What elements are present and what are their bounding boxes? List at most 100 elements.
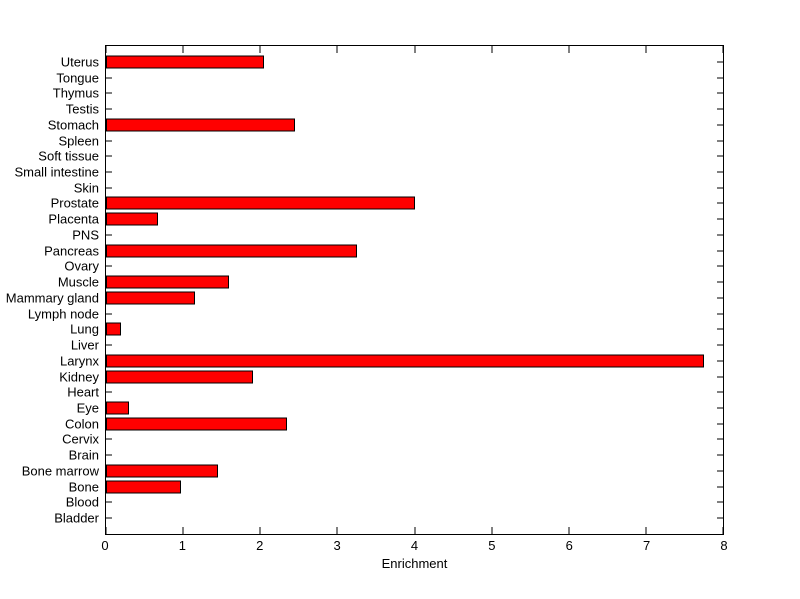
chart-row: Heart xyxy=(67,384,723,400)
category-label: Lymph node xyxy=(27,306,99,322)
bar xyxy=(106,55,265,69)
x-tick-top xyxy=(259,46,261,53)
y-tick-right xyxy=(717,124,723,126)
category-label: Spleen xyxy=(58,133,99,149)
y-tick-right xyxy=(717,360,723,362)
y-tick-left xyxy=(106,140,112,142)
x-tick-label: 7 xyxy=(643,538,651,553)
y-tick-left xyxy=(106,438,112,440)
y-tick-right xyxy=(717,61,723,63)
y-tick-right xyxy=(717,92,723,94)
y-tick-right xyxy=(717,281,723,283)
category-label: Lung xyxy=(70,321,99,337)
y-tick-right xyxy=(717,265,723,267)
category-label: Muscle xyxy=(57,274,99,290)
bar xyxy=(106,275,230,289)
chart-row: Brain xyxy=(69,447,723,463)
y-tick-left xyxy=(106,313,112,315)
chart-row: Eye xyxy=(77,400,723,416)
category-label: Pancreas xyxy=(44,243,99,259)
bar xyxy=(106,118,295,132)
category-label: Soft tissue xyxy=(38,148,99,164)
y-tick-left xyxy=(106,344,112,346)
y-tick-left xyxy=(106,171,112,173)
bar xyxy=(106,464,218,478)
y-tick-right xyxy=(717,77,723,79)
chart-row: Tongue xyxy=(56,70,723,86)
y-tick-right xyxy=(717,187,723,189)
category-label: PNS xyxy=(72,227,99,243)
bar xyxy=(106,322,122,336)
chart-row: Uterus xyxy=(61,54,723,70)
chart-row: Stomach xyxy=(48,117,723,133)
category-label: Blood xyxy=(65,494,99,510)
category-label: Uterus xyxy=(60,54,99,70)
y-tick-right xyxy=(717,202,723,204)
chart-row: Pancreas xyxy=(44,243,723,259)
plot-area: Uterus Tongue Thymus Testis Stomach Spleen Sof… xyxy=(6,45,724,535)
category-label: Ovary xyxy=(64,258,99,274)
x-tick-top xyxy=(722,46,724,53)
chart-row: Mammary gland xyxy=(6,290,723,306)
x-tick-bottom xyxy=(722,527,724,534)
x-tick-bottom xyxy=(182,527,184,534)
y-tick-right xyxy=(717,438,723,440)
chart-row: Bone marrow xyxy=(22,463,723,479)
y-tick-left xyxy=(106,454,112,456)
bar xyxy=(106,244,357,258)
y-tick-left xyxy=(106,187,112,189)
chart-row: Muscle xyxy=(58,274,723,290)
y-tick-left xyxy=(106,92,112,94)
x-tick-top xyxy=(105,46,107,53)
y-tick-right xyxy=(717,407,723,409)
bar xyxy=(106,291,195,305)
category-label: Placenta xyxy=(48,211,99,227)
chart-row: Small intestine xyxy=(14,164,723,180)
category-label: Stomach xyxy=(47,117,99,133)
x-tick-labels: 0 1 2 3 4 5 6 7 8 xyxy=(101,538,728,553)
chart-row: PNS xyxy=(72,227,723,243)
y-tick-right xyxy=(717,423,723,425)
chart-row: Placenta xyxy=(48,211,723,227)
category-label: Bone xyxy=(68,479,99,495)
y-tick-right xyxy=(717,501,723,503)
x-axis-label: Enrichment xyxy=(381,556,448,571)
chart-row: Lymph node xyxy=(28,306,723,322)
y-tick-right xyxy=(717,108,723,110)
category-label: Small intestine xyxy=(14,164,99,180)
category-label: Thymus xyxy=(52,85,99,101)
chart-row: Colon xyxy=(65,416,723,432)
x-tick-bottom xyxy=(105,527,107,534)
y-tick-right xyxy=(717,218,723,220)
x-tick-label: 1 xyxy=(178,538,186,553)
chart-row: Ovary xyxy=(64,259,723,275)
x-tick-label: 4 xyxy=(410,538,419,553)
category-label: Skin xyxy=(73,180,99,196)
x-tick-label: 2 xyxy=(256,538,264,553)
bar-rows: Uterus Tongue Thymus Testis Stomach Spleen Sof… xyxy=(6,46,723,534)
x-tick-label: 8 xyxy=(720,538,728,553)
chart-row: Bone xyxy=(69,479,723,495)
y-tick-right xyxy=(717,250,723,252)
y-tick-right xyxy=(717,391,723,393)
y-tick-right xyxy=(717,297,723,299)
category-label: Brain xyxy=(68,447,99,463)
x-tick-top xyxy=(336,46,338,53)
chart-row: Larynx xyxy=(60,353,723,369)
chart-row: Thymus xyxy=(53,85,723,101)
y-tick-right xyxy=(717,234,723,236)
bar xyxy=(106,354,704,368)
x-tick-top xyxy=(414,46,415,53)
x-tick-bottom xyxy=(645,527,647,534)
y-tick-right xyxy=(717,470,723,472)
chart-row: Cervix xyxy=(62,432,723,448)
chart-row: Testis xyxy=(66,101,723,117)
chart-row: Kidney xyxy=(59,369,723,385)
x-tick-bottom xyxy=(414,527,415,534)
chart-row: Blood xyxy=(66,495,723,511)
category-label: Testis xyxy=(65,101,99,117)
chart-row: Liver xyxy=(71,337,723,353)
category-label: Bladder xyxy=(54,510,99,526)
category-label: Tongue xyxy=(56,70,99,86)
